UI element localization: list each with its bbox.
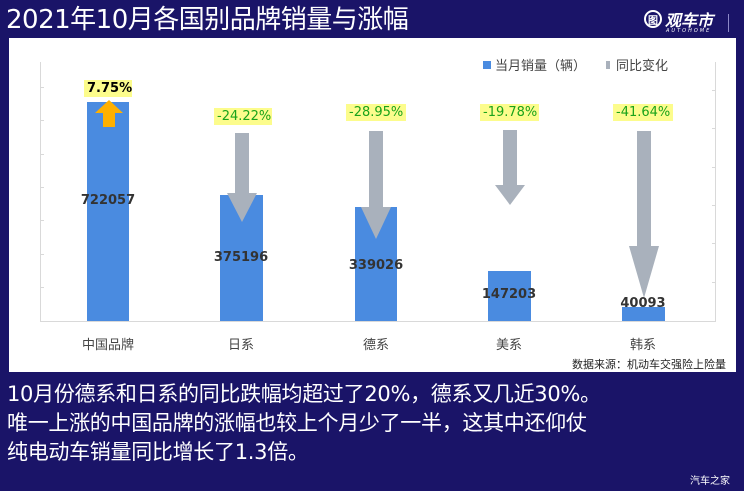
value-label-china: 722057 (80, 193, 136, 208)
change-label-china: 7.75% (84, 80, 132, 97)
secondary-y-axis (715, 62, 716, 321)
y-tick (40, 187, 44, 188)
data-source-note: 数据来源：机动车交强险上险量 (572, 358, 726, 371)
watermark: 汽车之家 (690, 476, 730, 487)
caption-line-1: 10月份德系和日系的同比跌幅均超过了20%，德系又几近30%。 (7, 382, 601, 406)
category-korea: 韩系 (629, 338, 656, 353)
down-arrow-icon (495, 130, 525, 205)
legend-change-label: 同比变化 (616, 59, 669, 74)
legend-swatch-change (606, 60, 610, 69)
value-label-germany: 339026 (348, 258, 404, 273)
y2-tick (712, 205, 716, 206)
change-label-japan: -24.22% (214, 108, 272, 125)
value-label-korea: 40093 (620, 296, 666, 311)
change-label-usa: -19.78% (480, 104, 539, 121)
y-tick (40, 220, 44, 221)
logo-divider (728, 14, 729, 32)
category-usa: 美系 (495, 338, 522, 353)
logo-icon: 图 (644, 10, 662, 28)
category-japan: 日系 (227, 338, 254, 353)
value-label-usa: 147203 (481, 287, 537, 302)
down-arrow-icon (361, 131, 391, 239)
legend-change: 同比变化 (606, 55, 668, 74)
caption-line-2: 唯一上涨的中国品牌的涨幅也较上个月少了一半，这其中还仰仗 (7, 411, 587, 435)
y2-tick (712, 167, 716, 168)
down-arrow-icon (629, 131, 659, 298)
legend-swatch-sales (483, 60, 491, 69)
x-axis (40, 321, 716, 322)
y2-tick (712, 243, 716, 244)
y-tick (40, 287, 44, 288)
y-tick (40, 154, 44, 155)
caption-text: 10月份德系和日系的同比跌幅均超过了20%，德系又几近30%。 唯一上涨的中国品… (7, 380, 742, 467)
y-tick (40, 254, 44, 255)
y2-tick (712, 282, 716, 283)
logo-subtitle: AUTOHOME (666, 28, 712, 34)
value-label-japan: 375196 (213, 250, 269, 265)
caption-line-3: 纯电动车销量同比增长了1.3倍。 (7, 440, 309, 464)
legend-sales-label: 当月销量（辆） (495, 59, 587, 74)
bar-usa (488, 271, 531, 321)
brand-logo: 图 观车市 AUTOHOME (644, 7, 714, 34)
legend-sales: 当月销量（辆） (483, 55, 586, 74)
category-china: 中国品牌 (81, 338, 134, 353)
change-label-korea: -41.64% (613, 104, 673, 121)
down-arrow-icon (227, 133, 257, 222)
y-tick (40, 120, 44, 121)
change-label-germany: -28.95% (346, 104, 406, 121)
y-axis (40, 62, 41, 321)
bar-korea (622, 307, 665, 321)
bar-china (87, 102, 129, 321)
y-tick (40, 87, 44, 88)
page-title: 2021年10月各国别品牌销量与涨幅 (6, 5, 409, 35)
y2-tick (712, 128, 716, 129)
category-germany: 德系 (362, 338, 389, 353)
y2-tick (712, 90, 716, 91)
logo-name: 观车市 (665, 11, 714, 30)
up-arrow-icon (95, 100, 123, 127)
